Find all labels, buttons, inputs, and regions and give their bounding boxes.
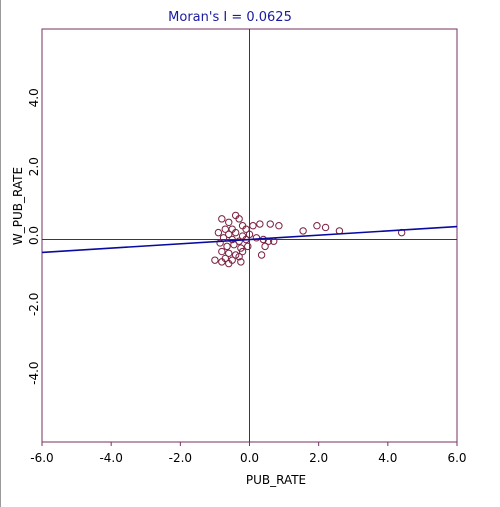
y-axis-label: W_PUB_RATE <box>11 167 25 245</box>
y-tick-label: 4.0 <box>27 88 41 107</box>
y-tick-label: 2.0 <box>27 157 41 176</box>
data-point <box>235 253 243 261</box>
data-point <box>266 220 274 228</box>
y-tick-label: -2.0 <box>27 293 41 316</box>
y-tick-label: 0.0 <box>27 226 41 245</box>
y-axis-ticks: -4.0 -2.0 0.0 2.0 4.0 <box>27 88 41 385</box>
y-tick-label: -4.0 <box>27 361 41 384</box>
data-point <box>214 228 223 237</box>
data-point <box>313 222 321 230</box>
data-point <box>242 225 250 233</box>
x-tick-label: 2.0 <box>309 451 328 465</box>
x-tick-label: -6.0 <box>30 451 53 465</box>
data-point <box>321 223 330 232</box>
x-tick-label: 0.0 <box>240 451 259 465</box>
data-point <box>235 215 243 223</box>
data-point <box>275 222 283 230</box>
window-left-border <box>0 0 1 507</box>
data-point <box>218 258 226 266</box>
data-point <box>221 225 229 233</box>
data-point <box>211 256 219 264</box>
regression-line <box>41 225 458 254</box>
data-point <box>218 247 226 256</box>
data-point <box>225 230 233 239</box>
chart-title: Moran's I = 0.0625 <box>168 10 292 25</box>
data-point <box>225 259 233 268</box>
data-point <box>245 230 254 239</box>
data-point <box>223 242 231 251</box>
data-point <box>261 242 269 251</box>
data-point <box>218 215 226 223</box>
x-tick-label: 4.0 <box>378 451 397 465</box>
data-point <box>252 234 261 242</box>
data-point <box>225 218 233 226</box>
data-point <box>237 258 245 266</box>
data-point <box>231 228 240 237</box>
data-point <box>235 237 243 245</box>
data-point <box>256 220 264 228</box>
data-point <box>299 227 307 235</box>
data-point <box>249 222 257 230</box>
x-tick-label: -2.0 <box>169 451 192 465</box>
x-axis-label: PUB_RATE <box>246 473 306 487</box>
data-point <box>244 242 252 251</box>
data-point <box>225 249 233 257</box>
data-point <box>231 251 240 259</box>
data-point <box>230 240 238 249</box>
x-axis-ticks: -6.0 -4.0 -2.0 0.0 2.0 4.0 6.0 <box>30 442 467 465</box>
data-point <box>237 244 245 252</box>
data-point <box>216 239 224 247</box>
data-point <box>238 247 247 256</box>
data-point <box>257 251 266 259</box>
x-tick-label: -4.0 <box>99 451 122 465</box>
data-point <box>228 235 236 244</box>
x-tick-label: 6.0 <box>447 451 466 465</box>
